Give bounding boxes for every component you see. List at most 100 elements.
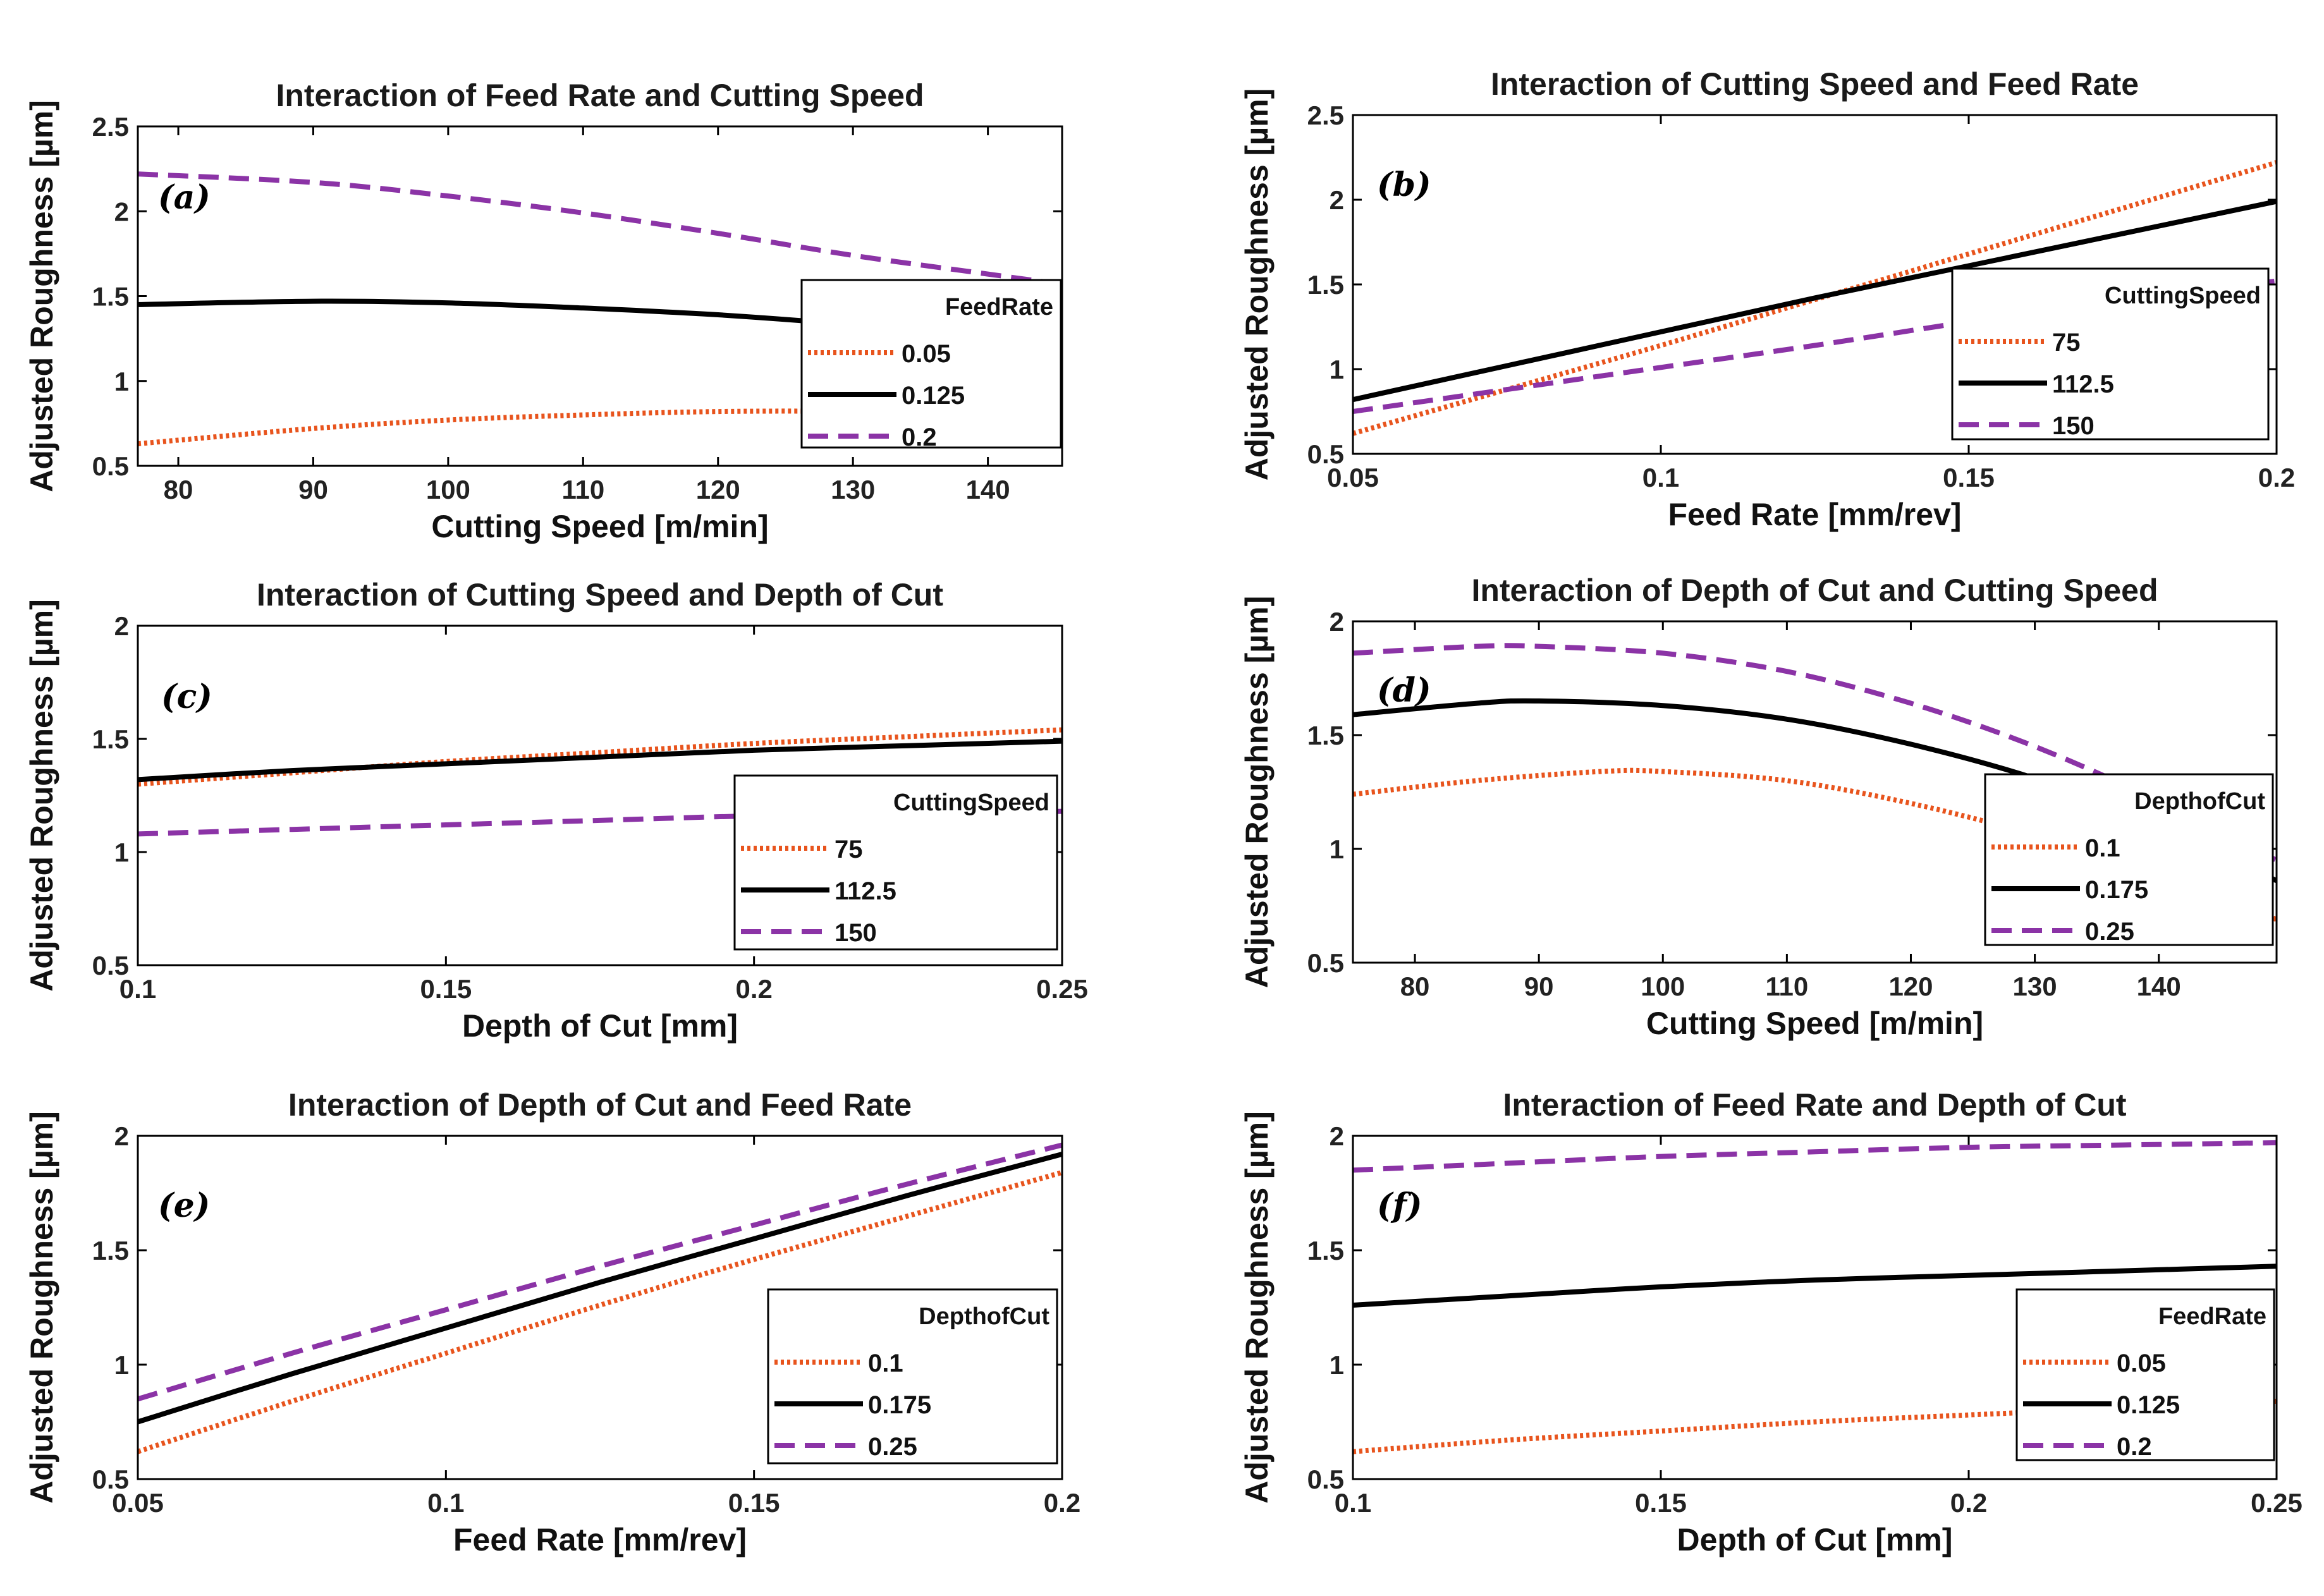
legend-entry-0.1: 0.1 [868, 1349, 903, 1377]
series-line-112.5 [138, 738, 1062, 783]
legend-entry-0.25: 0.25 [868, 1433, 917, 1461]
x-tick-label: 110 [561, 475, 604, 504]
legend-box [767, 1288, 1058, 1465]
legend-entry-0.175: 0.175 [2085, 876, 2148, 904]
series-line-0.175 [138, 1152, 1062, 1425]
y-tick-label: 1 [114, 367, 129, 396]
chart-title: Interaction of Cutting Speed and Depth o… [257, 577, 943, 612]
chart-panel-d: Interaction of Depth of Cut and Cutting … [1239, 573, 2278, 1041]
x-tick-label: 140 [966, 475, 1010, 504]
x-axis-label: Cutting Speed [m/min] [431, 509, 768, 544]
y-tick-label: 1 [114, 1350, 129, 1380]
legend-entry-0.25: 0.25 [2085, 918, 2134, 946]
chart-panel-f: Interaction of Feed Rate and Depth of Cu… [1239, 1087, 2303, 1557]
legend-entry-150: 150 [835, 919, 877, 947]
legend-entry-0.175: 0.175 [868, 1391, 931, 1419]
x-tick-label: 80 [1400, 972, 1430, 1001]
x-tick-label: 0.2 [735, 974, 772, 1004]
x-tick-label: 0.15 [1635, 1488, 1687, 1518]
y-tick-label: 2.5 [1307, 101, 1344, 130]
x-axis-label: Cutting Speed [m/min] [1646, 1006, 1983, 1041]
legend-title: CuttingSpeed [2105, 283, 2261, 309]
x-tick-label: 120 [696, 475, 740, 504]
series-line-0.05 [1353, 1398, 2277, 1454]
y-axis-label: Adjusted Roughness [µm] [1239, 1111, 1275, 1503]
y-axis-label: Adjusted Roughness [µm] [24, 100, 59, 492]
x-tick-label: 100 [426, 475, 470, 504]
x-tick-label: 0.1 [1335, 1488, 1371, 1518]
x-axis-label: Feed Rate [mm/rev] [453, 1522, 747, 1557]
x-tick-label: 0.05 [1327, 463, 1379, 492]
chart-title: Interaction of Feed Rate and Cutting Spe… [276, 78, 924, 113]
y-axis-label: Adjusted Roughness [µm] [24, 1111, 59, 1503]
series-line-0.2 [138, 171, 1062, 287]
x-tick-label: 0.25 [1036, 974, 1088, 1004]
y-tick-label: 1.5 [1307, 1236, 1344, 1265]
chart-title: Interaction of Cutting Speed and Feed Ra… [1491, 66, 2139, 102]
y-tick-label: 0.5 [92, 1465, 129, 1494]
legend-title: FeedRate [945, 294, 1053, 320]
legend: FeedRate 0.05 0.125 0.2 [2015, 1288, 2275, 1461]
y-axis-label: Adjusted Roughness [µm] [24, 599, 59, 991]
series-line-112.5 [1353, 198, 2277, 403]
y-tick-label: 1.5 [1307, 721, 1344, 750]
legend-entry-0.2: 0.2 [2117, 1433, 2152, 1461]
y-tick-label: 0.5 [1307, 439, 1344, 469]
chart-title: Interaction of Depth of Cut and Cutting … [1471, 573, 2158, 608]
axes-box [1352, 620, 2278, 964]
series-group [1353, 1140, 2277, 1454]
legend-entry-0.125: 0.125 [2117, 1391, 2180, 1419]
legend: CuttingSpeed 75 112.5 150 [1951, 267, 2270, 441]
x-tick-label: 0.2 [1044, 1488, 1080, 1518]
x-tick-label: 130 [831, 475, 875, 504]
legend-entry-112.5: 112.5 [2052, 370, 2114, 398]
panel-label: (d) [1377, 671, 1431, 710]
legend-entry-150: 150 [2052, 412, 2095, 440]
series-line-0.2 [1353, 1140, 2277, 1173]
x-axis-label: Depth of Cut [mm] [462, 1008, 738, 1044]
x-tick-label: 0.2 [2258, 463, 2295, 492]
x-tick-label: 0.2 [1950, 1488, 1987, 1518]
panel-label: (f) [1377, 1186, 1422, 1225]
x-tick-label: 100 [1641, 972, 1685, 1001]
chart-title: Interaction of Feed Rate and Depth of Cu… [1503, 1087, 2126, 1123]
series-line-0.1 [138, 1170, 1062, 1454]
y-tick-label: 0.5 [1307, 1465, 1344, 1494]
x-axis-label: Feed Rate [mm/rev] [1668, 497, 1961, 532]
y-tick-label: 1.5 [92, 724, 129, 754]
chart-panel-e: Interaction of Depth of Cut and Feed Rat… [24, 1087, 1080, 1557]
y-tick-label: 1 [1330, 834, 1344, 864]
legend-entry-0.1: 0.1 [2085, 834, 2120, 862]
series-line-0.125 [1353, 1264, 2277, 1308]
y-tick-label: 2 [114, 611, 129, 641]
legend-box [800, 279, 1062, 449]
y-tick-label: 1 [1330, 1350, 1344, 1380]
y-tick-label: 2 [1330, 185, 1344, 215]
y-tick-label: 0.5 [1307, 948, 1344, 978]
y-tick-label: 1.5 [92, 1236, 129, 1265]
series-line-0.05 [138, 408, 1062, 447]
x-axis-label: Depth of Cut [mm] [1677, 1522, 1952, 1557]
chart-panel-c: Interaction of Cutting Speed and Depth o… [24, 577, 1088, 1044]
y-tick-label: 2 [1330, 607, 1344, 637]
legend-entry-0.2: 0.2 [902, 423, 937, 451]
y-tick-label: 0.5 [92, 951, 129, 980]
chart-title: Interaction of Depth of Cut and Feed Rat… [288, 1087, 912, 1123]
y-tick-label: 2 [114, 1121, 129, 1151]
axes-box [137, 1135, 1063, 1480]
legend-box [1951, 267, 2270, 441]
x-tick-label: 0.1 [119, 974, 156, 1004]
panel-label: (c) [161, 678, 212, 716]
y-tick-label: 2 [114, 197, 129, 226]
panel-label: (a) [158, 178, 211, 217]
y-axis-label: Adjusted Roughness [µm] [1239, 88, 1275, 480]
legend-title: DepthofCut [2134, 788, 2265, 815]
legend: CuttingSpeed 75 112.5 150 [733, 774, 1058, 951]
x-tick-label: 0.05 [112, 1488, 164, 1518]
x-tick-label: 0.15 [420, 974, 472, 1004]
legend: FeedRate 0.05 0.125 0.2 [800, 279, 1062, 451]
chart-panel-a: Interaction of Feed Rate and Cutting Spe… [24, 78, 1063, 544]
legend-entry-0.125: 0.125 [902, 382, 965, 410]
legend-entry-75: 75 [2052, 329, 2081, 356]
